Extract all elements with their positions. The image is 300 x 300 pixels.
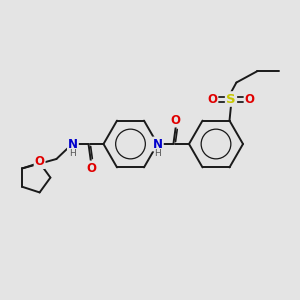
Text: O: O bbox=[34, 155, 45, 168]
Text: N: N bbox=[153, 137, 163, 151]
Text: N: N bbox=[68, 137, 78, 151]
Text: O: O bbox=[207, 92, 218, 106]
Text: O: O bbox=[86, 161, 96, 175]
Text: H: H bbox=[70, 148, 76, 158]
Text: O: O bbox=[171, 113, 181, 127]
Text: S: S bbox=[226, 92, 236, 106]
Text: H: H bbox=[154, 148, 161, 158]
Text: O: O bbox=[244, 92, 255, 106]
